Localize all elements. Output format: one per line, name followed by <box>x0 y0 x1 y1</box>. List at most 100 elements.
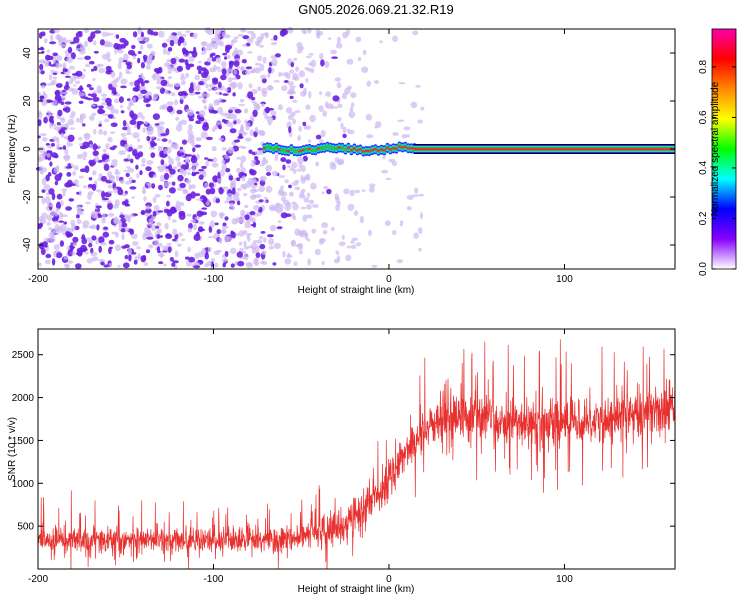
spectrogram-dot <box>97 177 102 181</box>
spectrogram-dot <box>110 107 116 115</box>
spectrogram-dot <box>188 184 192 191</box>
spectrogram-dot <box>49 122 53 129</box>
spectrogram-dot <box>232 92 236 97</box>
spectrogram-dot <box>116 76 121 81</box>
track-inner <box>313 148 318 153</box>
spectrogram-dot <box>215 91 220 95</box>
spectrogram-dot <box>331 56 338 59</box>
spectrogram-dot <box>160 133 168 137</box>
spectrogram-dot <box>392 230 397 235</box>
spectrogram-dot <box>157 146 163 152</box>
spectrogram-dot <box>89 60 95 65</box>
spectrogram-dot <box>343 188 350 195</box>
spectrogram-dot <box>208 83 216 88</box>
colorbar: 0.0 0.2 0.4 0.6 0.8 Normalized spectral ampl… <box>698 28 737 276</box>
spectrogram-dot <box>40 70 45 75</box>
spectrogram-dot <box>92 96 100 102</box>
spectrogram-dot <box>366 134 374 139</box>
spectrogram-dot <box>353 210 359 217</box>
spectrogram-dot <box>98 67 106 74</box>
spectrogram-dot <box>165 233 171 237</box>
spectrogram-dot <box>57 36 64 44</box>
spectrogram-dot <box>84 55 91 60</box>
spectrogram-dot <box>92 143 98 151</box>
spectrogram-dot <box>118 57 125 64</box>
snr-x-tick-label: 100 <box>556 574 573 585</box>
spectrogram-dot <box>341 234 345 240</box>
spectrogram-dot <box>166 242 172 246</box>
spectrogram-dot <box>254 150 262 156</box>
spectrogram-dot <box>284 71 289 78</box>
spectrogram-dot <box>120 105 124 109</box>
spectrogram-dot <box>359 215 365 224</box>
spectrogram-dot <box>163 148 168 156</box>
spectrogram-dot <box>187 171 191 176</box>
spectrogram-dot <box>214 87 222 90</box>
spectrogram-dot <box>68 198 75 202</box>
spectrogram-dot <box>155 74 162 83</box>
spectrogram-dot <box>156 138 161 142</box>
spectrogram-dot <box>157 210 164 213</box>
spectrogram-dot <box>176 161 182 168</box>
spectrogram-dot <box>224 235 229 243</box>
spectrogram-dot <box>106 32 111 37</box>
spectrogram-dot <box>286 254 293 258</box>
spectrogram-dot <box>341 92 348 100</box>
spectrogram-dot <box>310 59 317 68</box>
track-core <box>385 146 390 149</box>
spectrogram-dot <box>340 122 344 129</box>
spectrogram-dot <box>137 51 142 54</box>
spectrogram-dot <box>121 222 128 228</box>
spectrogram-dot <box>98 245 102 253</box>
spectrogram-dot <box>113 85 118 88</box>
spectrogram-dot <box>71 251 76 256</box>
spectrogram-dot <box>362 49 367 56</box>
spectrogram-dot <box>41 189 46 193</box>
spectrogram-dot <box>224 250 229 257</box>
spectrogram-dot <box>52 72 58 76</box>
spectrogram-dot <box>324 101 329 109</box>
spectrogram-dot <box>129 98 133 106</box>
spectrogram-dot <box>63 256 69 260</box>
snr-y-tick-label: 1500 <box>12 436 35 447</box>
spectrogram-dot <box>292 99 298 103</box>
spectrogram-dot <box>233 139 239 143</box>
spectrogram-dot <box>297 156 304 164</box>
spectrogram-dot <box>107 184 113 189</box>
spectrogram-dot <box>174 99 179 106</box>
track-core <box>358 148 363 151</box>
spectrogram-dot <box>109 146 116 151</box>
track-core <box>379 148 384 151</box>
spectrogram-dot <box>118 71 123 79</box>
spectrogram-dot <box>237 135 244 139</box>
spectrogram-dot <box>40 170 44 175</box>
spectrogram-dot <box>185 156 190 163</box>
spectrogram-dot <box>115 175 120 182</box>
spectrogram-dot <box>57 109 63 117</box>
spectrogram-dot <box>148 244 154 249</box>
spectrogram-dot <box>298 193 306 199</box>
spectrogram-dot <box>129 81 135 85</box>
spectrogram-dot <box>136 246 141 250</box>
spectrogram-dot <box>106 102 112 107</box>
spectrogram-dot <box>179 76 186 81</box>
spectrogram-dot <box>155 230 162 234</box>
spectrogram-dot <box>48 203 54 208</box>
spectrogram-dot <box>90 68 95 72</box>
spectrogram-dot <box>208 182 214 188</box>
track-core <box>286 150 291 153</box>
spectrogram-dot <box>240 155 247 163</box>
spectrogram-dot <box>396 259 404 264</box>
spectrogram-dot <box>269 206 276 210</box>
spectrogram-dot <box>218 237 223 244</box>
spectrogram-dot <box>103 130 108 136</box>
spectrogram-dot <box>274 154 279 162</box>
spectrogram-dot <box>235 216 243 223</box>
spectrogram-dot <box>176 243 182 247</box>
spectrogram-dot <box>144 120 148 125</box>
spectrogram-dot <box>234 108 242 114</box>
spectrogram-dot <box>151 74 156 79</box>
spectrogram-dot <box>137 151 144 158</box>
spectrogram-dot <box>348 129 355 135</box>
spectrogram-dot <box>291 201 296 205</box>
